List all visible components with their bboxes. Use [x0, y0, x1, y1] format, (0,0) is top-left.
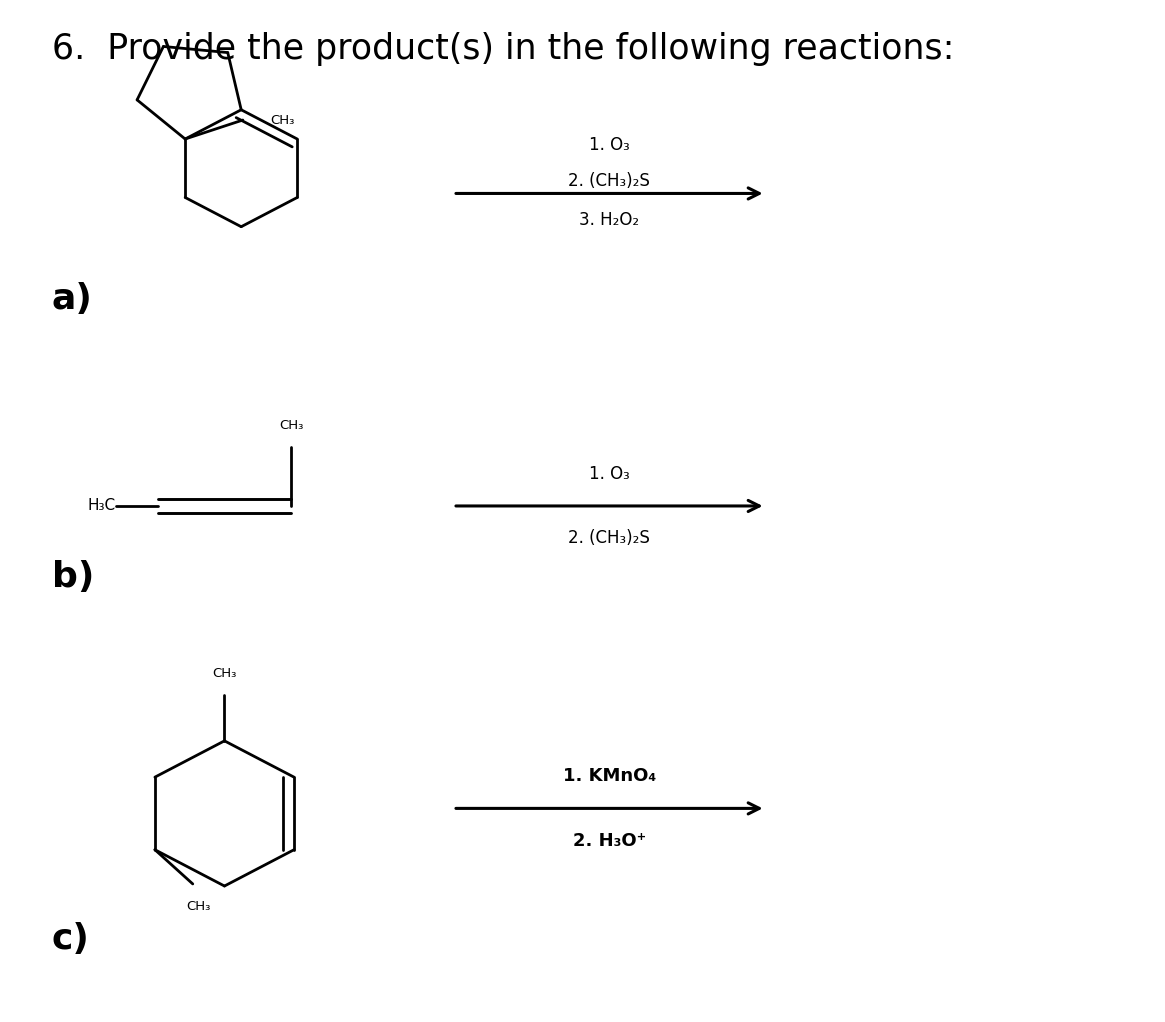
Text: H₃C: H₃C [87, 499, 115, 513]
Text: b): b) [51, 559, 94, 594]
Text: 2. H₃O⁺: 2. H₃O⁺ [573, 832, 645, 849]
Text: 1. O₃: 1. O₃ [589, 465, 630, 482]
Text: 1. O₃: 1. O₃ [589, 136, 630, 154]
Text: CH₃: CH₃ [186, 899, 211, 913]
Text: CH₃: CH₃ [212, 666, 236, 680]
Text: CH₃: CH₃ [270, 113, 295, 127]
Text: 1. KMnO₄: 1. KMnO₄ [563, 768, 656, 785]
Text: CH₃: CH₃ [280, 419, 304, 432]
Text: c): c) [51, 923, 90, 957]
Text: 3. H₂O₂: 3. H₂O₂ [579, 211, 640, 229]
Text: 2. (CH₃)₂S: 2. (CH₃)₂S [569, 529, 650, 547]
Text: 6.  Provide the product(s) in the following reactions:: 6. Provide the product(s) in the followi… [51, 32, 954, 66]
Text: a): a) [51, 282, 92, 316]
Text: 2. (CH₃)₂S: 2. (CH₃)₂S [569, 173, 650, 190]
